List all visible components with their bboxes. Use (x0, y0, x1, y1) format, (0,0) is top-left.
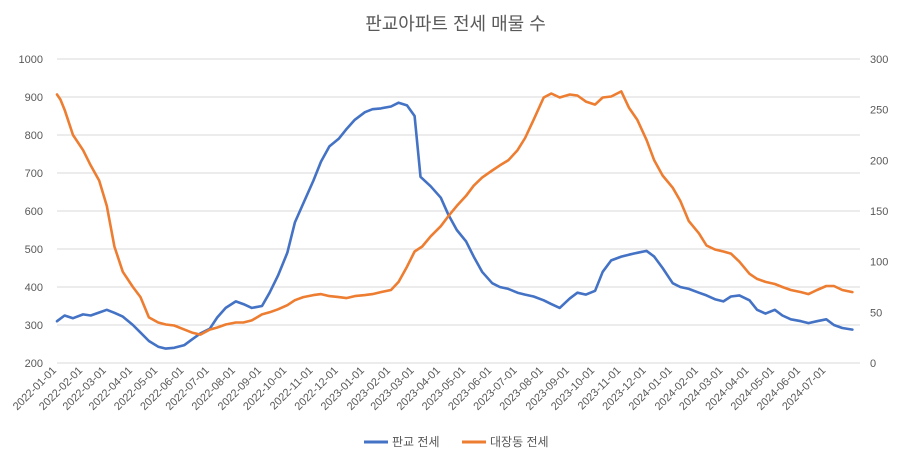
y-right-tick-label: 150 (870, 206, 888, 218)
y-left-tick-label: 300 (25, 320, 43, 332)
grid-lines (57, 58, 860, 364)
y-right-tick-label: 200 (870, 155, 888, 167)
legend: 판교 전세 대장동 전세 (364, 435, 549, 449)
y-left-tick-label: 1000 (19, 54, 43, 66)
y-left-tick-label: 800 (25, 130, 43, 142)
y-left-tick-label: 200 (25, 358, 43, 370)
y-right-tick-label: 300 (870, 54, 888, 66)
y-left-tick-label: 600 (25, 206, 43, 218)
chart-title: 판교아파트 전세 매물 수 (365, 14, 546, 34)
x-axis: 2022-01-012022-02-012022-03-012022-04-01… (11, 365, 829, 413)
y-right-tick-label: 100 (870, 257, 888, 269)
y-left-tick-label: 500 (25, 244, 43, 256)
y-left-tick-label: 900 (25, 92, 43, 104)
y-left-tick-label: 400 (25, 282, 43, 294)
y-right-tick-label: 250 (870, 105, 888, 117)
legend-label-series-1: 대장동 전세 (490, 435, 549, 449)
series-line-0 (55, 101, 854, 350)
y-axis-right: 0 50 100 150 200 250 300 (870, 54, 888, 370)
y-right-tick-label: 0 (870, 358, 876, 370)
legend-label-series-0: 판교 전세 (392, 435, 440, 449)
series-line-1 (55, 90, 854, 336)
series-lines (55, 90, 854, 350)
y-right-tick-label: 50 (870, 307, 882, 319)
y-axis-left: 200 300 400 500 600 700 800 900 1000 (19, 54, 43, 370)
y-left-tick-label: 700 (25, 168, 43, 180)
